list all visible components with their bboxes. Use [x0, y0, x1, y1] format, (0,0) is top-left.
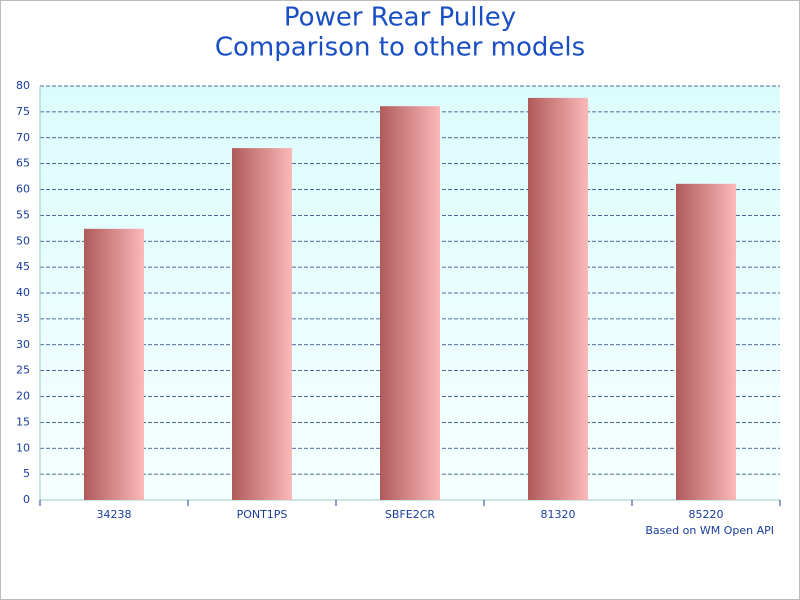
y-tick-label: 20	[16, 390, 30, 403]
y-tick-label: 35	[16, 312, 30, 325]
x-tick-label: PONT1PS	[237, 508, 288, 521]
annotation: Based on WM Open API	[645, 524, 774, 537]
bar	[84, 228, 144, 500]
chart-title: Power Rear Pulley	[284, 3, 516, 33]
y-tick-label: 65	[16, 157, 30, 170]
y-tick-label: 30	[16, 338, 30, 351]
y-tick-label: 40	[16, 286, 30, 299]
bar	[232, 148, 292, 500]
bar	[528, 97, 588, 500]
y-tick-label: 25	[16, 364, 30, 377]
x-tick-label: SBFE2CR	[385, 508, 435, 521]
y-tick-label: 5	[23, 467, 30, 480]
y-tick-label: 55	[16, 208, 30, 221]
y-tick-label: 45	[16, 260, 30, 273]
y-tick-label: 0	[23, 493, 30, 506]
y-tick-label: 10	[16, 441, 30, 454]
y-tick-label: 75	[16, 105, 30, 118]
bar	[380, 106, 440, 501]
y-tick-label: 15	[16, 415, 30, 428]
y-tick-label: 60	[16, 183, 30, 196]
x-tick-label: 34238	[97, 508, 132, 521]
chart-subtitle: Comparison to other models	[215, 33, 585, 63]
y-tick-label: 50	[16, 234, 30, 247]
x-tick-label: 81320	[541, 508, 576, 521]
bar	[676, 183, 736, 500]
x-tick-label: 85220	[689, 508, 724, 521]
y-tick-label: 80	[16, 79, 30, 92]
y-tick-label: 70	[16, 131, 30, 144]
